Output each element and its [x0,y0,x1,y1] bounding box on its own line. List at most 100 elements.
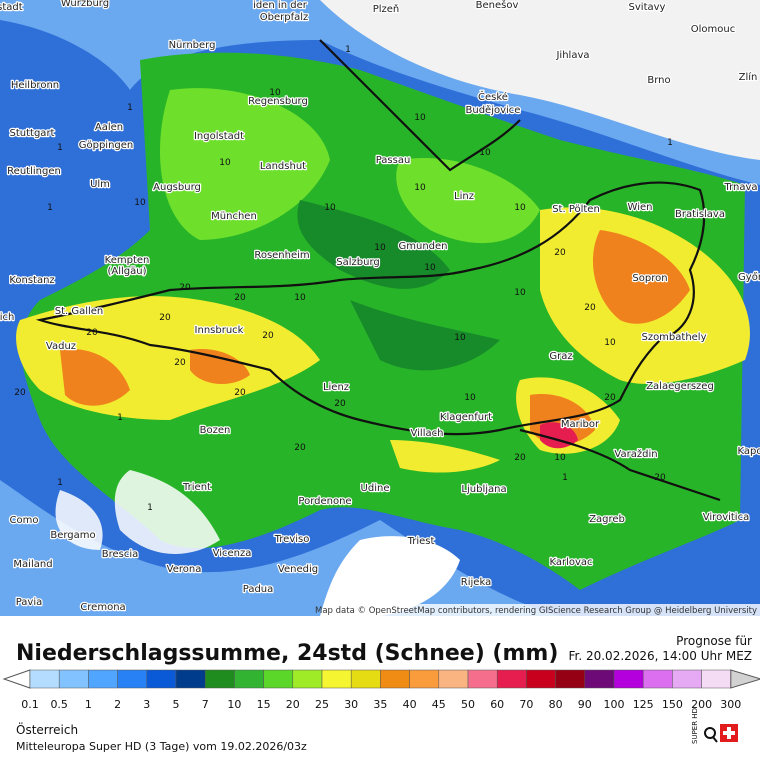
city-label: Ulm [90,179,110,190]
legend-label: 35 [373,698,387,711]
legend-swatch [496,669,527,689]
city-label: Mailand [13,559,52,570]
city-label: Cremona [80,602,125,613]
legend-swatch [146,669,177,689]
contour-label: 20 [334,399,346,409]
legend-swatch [642,669,673,689]
legend-swatch [350,669,381,689]
city-label: Szombathely [641,332,706,343]
city-label: Padua [243,584,274,595]
legend-label: 2 [114,698,121,711]
contour-label: 20 [234,293,246,303]
legend-label: 60 [490,698,504,711]
forecast-time: Fr. 20.02.2026, 14:00 Uhr MEZ [568,649,752,663]
city-label: Rosenheim [254,250,309,261]
legend-swatch [292,669,323,689]
contour-label: 10 [134,198,146,208]
legend-label: 300 [720,698,741,711]
contour-label: 1 [147,503,153,513]
legend-swatch [263,669,294,689]
city-label: Wien [628,202,653,213]
legend-swatch [117,669,148,689]
legend-label: 20 [286,698,300,711]
city-label: Trient [182,482,211,493]
legend-label: 30 [344,698,358,711]
svg-text:SUPER HD: SUPER HD [691,708,699,744]
contour-label: 10 [219,158,231,168]
city-label: Oberpfalz [260,12,309,23]
contour-label: 20 [654,473,666,483]
legend-swatch [555,669,586,689]
contour-label: 20 [86,328,98,338]
city-label: (Allgäu) [107,266,146,277]
logo: SUPER HD [691,708,738,744]
legend-label: 5 [173,698,180,711]
city-label: Budějovice [466,104,521,116]
city-label: Como [10,515,39,526]
borders [35,39,721,502]
legend-swatch [701,669,732,689]
city-label: Kapo [738,446,760,457]
contour-label: 1 [127,103,133,113]
legend-label: 15 [257,698,271,711]
city-label: München [211,211,257,222]
city-label: Maribor [561,419,600,430]
legend-swatch [204,669,235,689]
contour-label: 10 [269,88,281,98]
legend-swatch [526,669,556,689]
region: Österreich [16,721,78,737]
city-label: Nürnberg [169,40,216,51]
city-label: iden in der [253,0,308,11]
city-label: Würzburg [61,0,109,9]
contour-label: 20 [14,388,26,398]
city-label: Karlovac [549,557,592,568]
contour-label: 20 [554,248,566,258]
city-label: Trnava [723,182,757,193]
city-label: Varaždin [614,448,657,460]
city-label: Aalen [95,122,123,133]
contour-label: 20 [159,313,171,323]
legend-label: 70 [519,698,533,711]
forecast-label: Prognose für [676,634,752,648]
contour-label: 10 [554,453,566,463]
legend-label: 25 [315,698,329,711]
contour-label: 1 [667,138,673,148]
city-label: Vicenza [213,548,252,559]
city-label: St. Pölten [552,204,600,215]
contour-label: 10 [514,203,526,213]
legend-label: 80 [549,698,563,711]
legend-swatch [672,669,702,689]
city-label: Göppingen [79,140,134,151]
city-label: Udine [361,483,390,494]
legend-swatch [175,669,206,689]
city-label: České [478,90,508,103]
legend-label: 100 [604,698,625,711]
contour-label: 1 [47,203,53,213]
contour-label: 1 [562,473,568,483]
legend-label: 7 [202,698,209,711]
legend-swatch [584,669,615,689]
city-label: Innsbruck [195,325,244,336]
no-precip [55,470,220,554]
legend-label: 90 [578,698,592,711]
city-label: Svitavy [629,2,666,13]
city-label: Stuttgart [10,128,55,139]
attribution: Map data © OpenStreetMap contributors, r… [315,606,757,616]
city-label: Passau [376,155,411,166]
city-label: St. Gallen [55,306,104,317]
precip-light-green [160,88,540,244]
contour-label: 10 [464,393,476,403]
city-label: Plzeň [373,3,400,15]
contour-label: 10 [424,263,436,273]
legend-label: 10 [227,698,241,711]
legend-label: 1 [85,698,92,711]
city-label: Verona [167,564,202,575]
contour-label: 20 [174,358,186,368]
legend-label: 200 [691,698,712,711]
legend-label: 0.1 [21,698,39,711]
city-label: ich [0,312,14,323]
map: 1 1 1 1 1 10 10 10 10 10 10 10 10 10 10 10 10 10 10 20 20 20 2… [0,0,760,616]
contour-label: 1 [57,478,63,488]
